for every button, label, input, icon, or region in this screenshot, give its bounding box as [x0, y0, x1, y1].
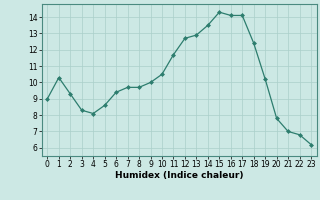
- X-axis label: Humidex (Indice chaleur): Humidex (Indice chaleur): [115, 171, 244, 180]
